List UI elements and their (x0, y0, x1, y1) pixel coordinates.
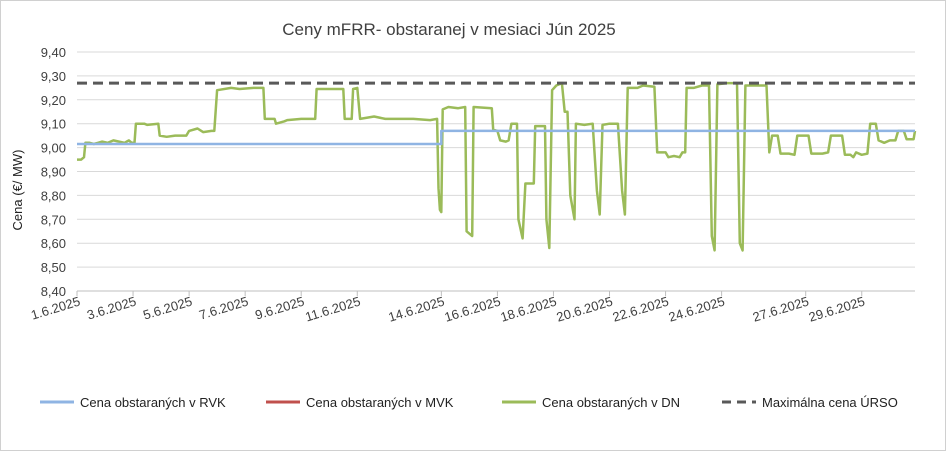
y-tick-label: 8,80 (41, 188, 66, 203)
y-axis-label: Cena (€/ MW) (10, 150, 25, 231)
x-tick-label: 29.6.2025 (807, 294, 867, 325)
y-tick-label: 9,40 (41, 45, 66, 60)
x-tick-label: 27.6.2025 (751, 294, 811, 325)
y-tick-label: 8,50 (41, 260, 66, 275)
y-tick-label: 9,30 (41, 69, 66, 84)
y-axis-ticks: 9,40 9,30 9,20 9,10 9,00 8,90 8,80 8,70 8,60 8,50… (41, 45, 66, 299)
legend-label: Cena obstaraných v MVK (306, 395, 454, 410)
x-tick-label: 11.6.2025 (303, 294, 362, 325)
legend: Cena obstaraných v RVK Cena obstaraných v… (40, 395, 898, 410)
chart-title: Ceny mFRR- obstaranej v mesiaci Jún 2025 (282, 20, 616, 39)
x-tick-label: 16.6.2025 (443, 294, 503, 325)
legend-label: Cena obstaraných v RVK (80, 395, 226, 410)
legend-label: Maximálna cena ÚRSO (762, 395, 898, 410)
y-tick-label: 9,00 (41, 141, 66, 156)
x-tick-label: 3.6.2025 (85, 294, 138, 323)
y-tick-label: 8,40 (41, 284, 66, 299)
y-tick-label: 9,10 (41, 117, 66, 132)
y-tick-label: 8,90 (41, 165, 66, 180)
x-tick-label: 5.6.2025 (141, 294, 194, 323)
y-tick-label: 9,20 (41, 93, 66, 108)
x-tick-label: 14.6.2025 (387, 294, 447, 325)
x-tick-label: 7.6.2025 (197, 294, 250, 323)
gridlines (77, 51, 915, 292)
series-line (77, 81, 917, 252)
x-tick-label: 24.6.2025 (667, 294, 727, 325)
legend-label: Cena obstaraných v DN (542, 395, 680, 410)
series-line (77, 129, 915, 146)
x-axis-ticks: 1.6.2025 3.6.2025 5.6.2025 7.6.2025 9.6.2025… (29, 291, 867, 325)
x-tick-label: 20.6.2025 (555, 294, 615, 325)
series-lines (77, 81, 917, 252)
x-tick-label: 22.6.2025 (611, 294, 671, 325)
x-tick-label: 18.6.2025 (499, 294, 559, 325)
y-tick-label: 8,70 (41, 212, 66, 227)
y-tick-label: 8,60 (41, 236, 66, 251)
x-tick-label: 9.6.2025 (253, 294, 306, 323)
